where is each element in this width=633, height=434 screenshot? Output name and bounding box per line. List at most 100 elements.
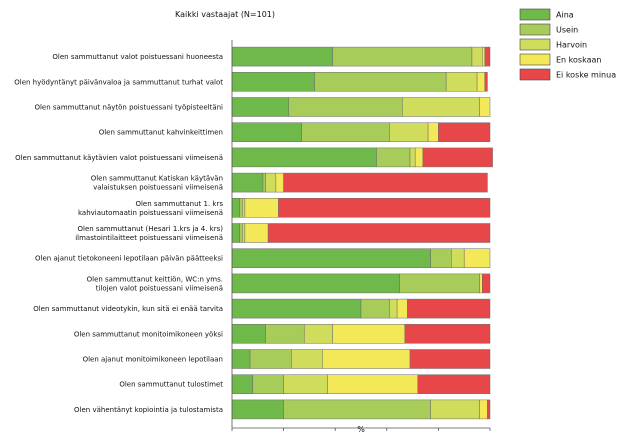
bar-segment xyxy=(283,172,488,193)
bar-segment xyxy=(332,46,473,67)
bar-segment xyxy=(487,399,491,420)
bar-segment xyxy=(242,198,246,218)
bar-segment xyxy=(327,374,419,394)
category-label: Olen sammuttanut (Hesari 1.krs ja 4. krs… xyxy=(75,225,223,242)
category-label: Olen vähentänyt kopiointia ja tulostamis… xyxy=(74,406,223,414)
bar-segment xyxy=(231,298,362,319)
bar-segment xyxy=(231,172,264,193)
bar-segment xyxy=(409,147,416,168)
bar-segment xyxy=(482,46,486,67)
bar-segment xyxy=(244,198,279,218)
bar-segment xyxy=(322,349,411,369)
bar-segment xyxy=(407,298,491,319)
bar-segment xyxy=(283,374,328,394)
category-labels: Olen sammuttanut valot poistuessani huon… xyxy=(14,53,223,414)
bar-segment xyxy=(231,72,315,92)
bar-segment xyxy=(332,324,406,344)
bar-segment xyxy=(430,399,480,420)
legend-label: Ei koske minua xyxy=(556,71,616,80)
bar-segment xyxy=(262,172,266,193)
bar-segment xyxy=(422,147,493,168)
legend-swatch xyxy=(519,68,551,81)
bar-segment xyxy=(288,97,403,117)
bar-segment xyxy=(417,374,491,394)
bar-segment xyxy=(463,248,491,268)
bar-segment xyxy=(376,147,411,168)
bar-segment xyxy=(283,399,431,420)
bar-segment xyxy=(249,349,292,369)
category-label: Olen hyödyntänyt päivänvaloa ja sammutta… xyxy=(14,78,223,86)
bar-segment xyxy=(451,248,465,268)
category-label: Olen ajanut tietokoneeni lepotilaan päiv… xyxy=(35,255,223,263)
bar-segment xyxy=(479,273,483,294)
bar-segment xyxy=(252,374,284,394)
category-label: Olen sammuttanut kahvinkeittimen xyxy=(99,129,223,137)
bar-segment xyxy=(479,97,491,117)
bar-segment xyxy=(389,298,398,319)
category-label: Olen sammuttanut Katiskan käytävän valais… xyxy=(91,175,223,192)
bar-segment xyxy=(301,122,390,142)
bar-segment xyxy=(445,72,478,92)
legend-swatch xyxy=(519,8,551,21)
bar-segment xyxy=(239,198,243,218)
bar-segment xyxy=(239,223,243,243)
bar-segment xyxy=(438,122,491,142)
bar-segment xyxy=(360,298,390,319)
legend-label: En koskaan xyxy=(556,56,601,65)
legend-label: Aina xyxy=(556,11,574,20)
category-label: Olen ajanut monitoimikoneen lepotilaan xyxy=(83,356,223,364)
bar-segment xyxy=(231,273,400,294)
bar-segment xyxy=(291,349,323,369)
bar-segment xyxy=(275,172,284,193)
category-label: Olen sammuttanut tulostimet xyxy=(119,381,223,389)
bar-segment xyxy=(402,97,480,117)
bar-segment xyxy=(482,273,491,294)
bar-segment xyxy=(409,349,491,369)
legend: Aina Usein Harvoin En koskaan Ei koske minua xyxy=(519,8,616,81)
bar-segment xyxy=(231,147,377,168)
bar-segment xyxy=(389,122,429,142)
bar-segment xyxy=(267,223,491,243)
bar-segment xyxy=(303,324,333,344)
bar-segment xyxy=(314,72,447,92)
bar-segment xyxy=(231,324,266,344)
bar-segment xyxy=(404,324,491,344)
bar-segment xyxy=(231,97,290,117)
legend-label: Harvoin xyxy=(556,41,587,50)
bar-segment xyxy=(414,147,424,168)
category-label: Olen sammuttanut videotykin, kun sitä ei… xyxy=(33,305,223,313)
bar-segment xyxy=(242,223,246,243)
category-label: Olen sammuttanut keittiön, WC:n yms. tilo… xyxy=(87,275,223,292)
bar-segment xyxy=(484,72,488,92)
legend-label: Usein xyxy=(556,26,578,35)
legend-swatch xyxy=(519,38,551,51)
bar-segment xyxy=(484,46,491,67)
bar-segment xyxy=(427,122,439,142)
bar-segment xyxy=(278,198,491,218)
bar-segment xyxy=(265,324,305,344)
bar-segment xyxy=(231,122,302,142)
bar-segment xyxy=(231,46,333,67)
category-label: Olen sammuttanut monitoimikoneen yöksi xyxy=(74,330,223,338)
bars-layer xyxy=(231,46,493,420)
category-label: Olen sammuttanut näytön poistuessani työ… xyxy=(34,104,223,112)
x-axis-label: % xyxy=(357,425,365,434)
bar-segment xyxy=(231,349,251,369)
bar-segment xyxy=(479,399,488,420)
bar-segment xyxy=(471,46,483,67)
bar-segment xyxy=(476,72,486,92)
bar-segment xyxy=(231,399,284,420)
bar-segment xyxy=(265,172,277,193)
category-label: Olen sammuttanut 1. krs kahviautomaatin p… xyxy=(78,200,223,217)
x-axis: 020406080100 xyxy=(231,40,491,431)
bar-segment xyxy=(231,198,240,218)
bar-segment xyxy=(399,273,480,294)
legend-swatch xyxy=(519,53,551,66)
bar-segment xyxy=(231,248,431,268)
category-label: Olen sammuttanut käytävien valot poistue… xyxy=(15,154,223,162)
bar-segment xyxy=(231,374,253,394)
legend-swatch xyxy=(519,23,551,36)
chart-title: Kaikki vastaajat (N=101) xyxy=(175,10,275,19)
category-label: Olen sammuttanut valot poistuessani huon… xyxy=(52,53,223,61)
